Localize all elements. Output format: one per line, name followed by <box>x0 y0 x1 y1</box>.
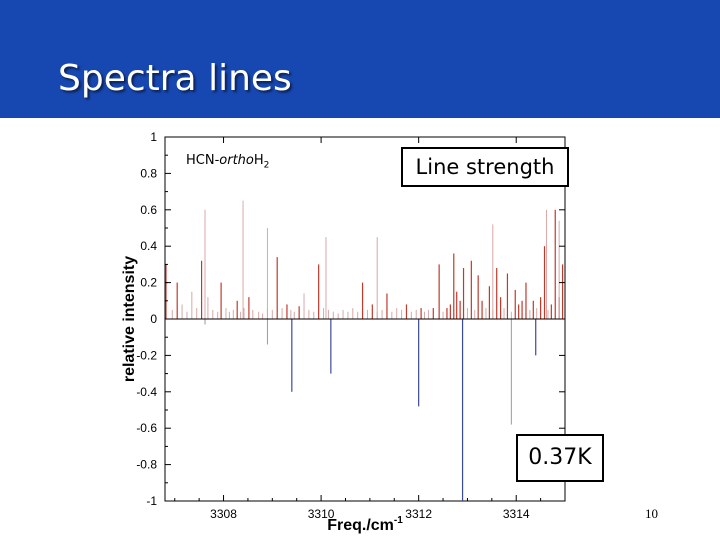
x-axis-label-exponent: -1 <box>394 515 403 526</box>
spectral-lines <box>165 200 564 501</box>
x-axis-label: Freq./cm-1 <box>327 515 403 534</box>
y-tick-label: -0.2 <box>136 348 157 362</box>
y-tick-label: 1 <box>150 130 157 144</box>
molecule-italic: ortho <box>219 153 254 168</box>
page-number: 10 <box>645 506 658 521</box>
temperature-label: 0.37K <box>516 434 604 482</box>
y-tick-label: -0.8 <box>136 458 157 472</box>
x-tick-label: 3308 <box>210 507 237 521</box>
x-axis-label-text: Freq./cm <box>327 517 394 534</box>
slide-title: Spectra lines <box>58 58 292 99</box>
y-tick-label: 0.4 <box>140 239 157 253</box>
y-tick-label: -1 <box>146 494 157 508</box>
y-tick-label: 0.2 <box>140 276 157 290</box>
title-bar: Spectra lines <box>0 0 720 118</box>
molecule-element: H <box>253 153 264 168</box>
line-strength-label: Line strength <box>401 147 569 187</box>
molecule-subscript: 2 <box>263 160 270 171</box>
molecule-prefix: HCN- <box>186 153 220 168</box>
y-tick-label: -0.4 <box>136 385 157 399</box>
molecule-label: HCN-orthoH2 <box>186 153 269 171</box>
y-tick-label: 0.6 <box>140 203 157 217</box>
y-axis-label: relative intensity <box>121 256 138 382</box>
x-tick-label: 3312 <box>405 507 432 521</box>
x-tick-label: 3314 <box>503 507 530 521</box>
y-tick-label: 0.8 <box>140 166 157 180</box>
y-tick-label: 0 <box>150 312 157 326</box>
y-tick-label: -0.6 <box>136 421 157 435</box>
x-tick-label: 3310 <box>308 507 335 521</box>
axis-ticks: 1 0.8 0.6 0.4 0.2 0 -0.2 -0.4 -0.6 -0.8 -1 3308 3310… <box>136 130 566 521</box>
